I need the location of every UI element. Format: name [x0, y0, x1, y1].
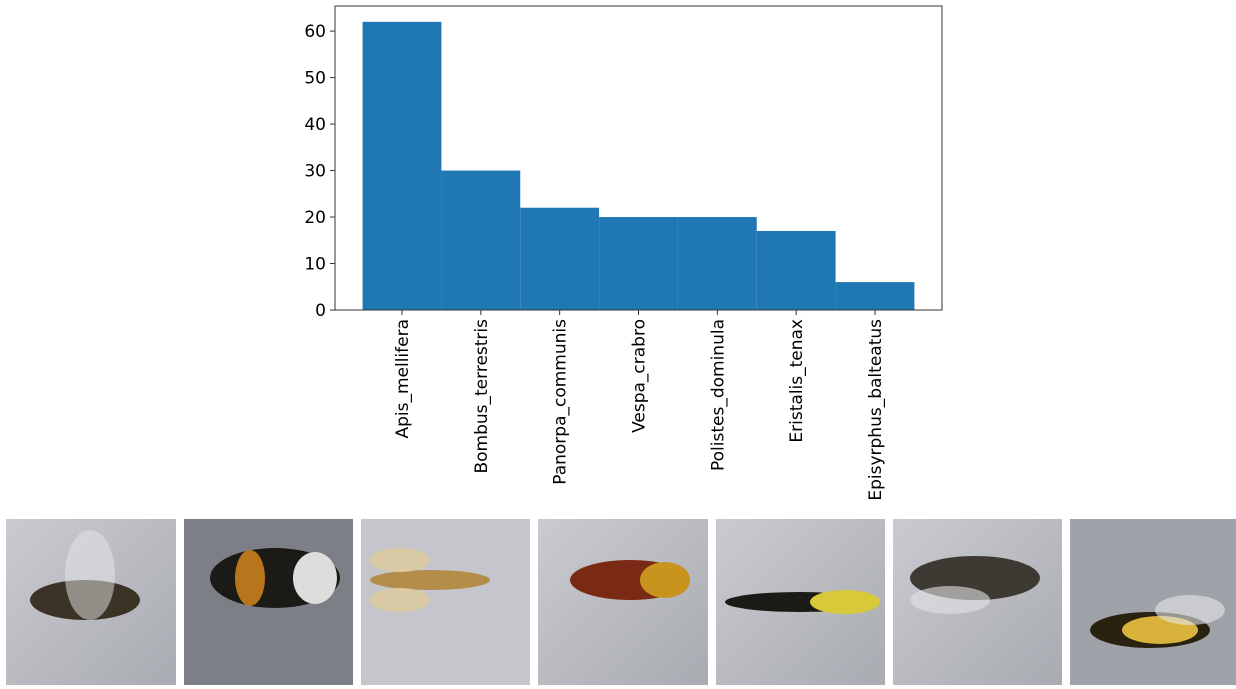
y-tick-label: 30 — [304, 162, 326, 182]
photo — [6, 519, 176, 685]
chart: 0 10 20 30 40 50 60 Apis_mellifera Bombus_terres… — [0, 0, 1236, 685]
bar — [599, 217, 678, 310]
y-tick-label: 20 — [304, 208, 326, 228]
photo — [361, 519, 530, 685]
x-tick-label: Eristalis_tenax — [787, 319, 807, 443]
x-tick-label: Panorpa_communis — [551, 319, 571, 485]
bar — [441, 171, 520, 310]
x-tick-label: Polistes_dominula — [708, 319, 728, 471]
x-tick-label: Bombus_terrestris — [472, 319, 492, 474]
y-tick-label: 0 — [315, 301, 326, 321]
x-tick-label: Episyrphus_balteatus — [866, 319, 886, 501]
photo — [538, 519, 708, 685]
y-tick-label: 40 — [304, 115, 326, 135]
bar — [836, 282, 915, 310]
x-tick-label: Apis_mellifera — [393, 319, 413, 439]
photo — [893, 519, 1062, 685]
photo — [716, 519, 885, 685]
x-tick-label: Vespa_crabro — [630, 319, 650, 433]
insect-photos — [6, 519, 1236, 685]
bar — [678, 217, 757, 310]
photo — [1070, 519, 1236, 685]
y-tick-label: 60 — [304, 22, 326, 42]
y-tick-label: 10 — [304, 255, 326, 275]
y-tick-label: 50 — [304, 69, 326, 89]
bar — [520, 208, 599, 310]
bar — [757, 231, 836, 310]
bar — [363, 22, 442, 310]
photo — [184, 519, 353, 685]
